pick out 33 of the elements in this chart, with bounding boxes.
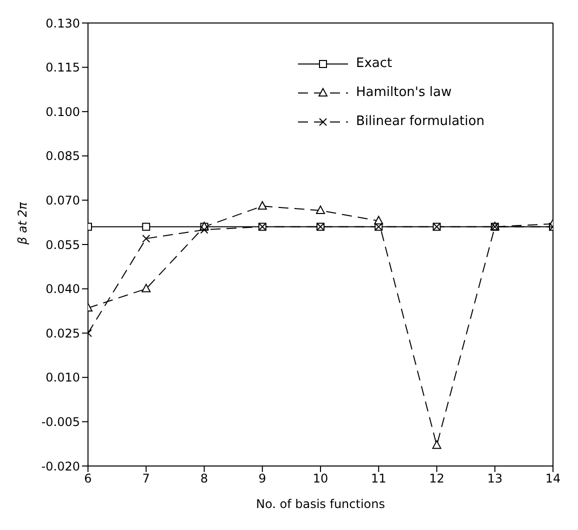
x-tick-label: 13 [487,472,503,486]
y-tick-label: 0.130 [46,16,80,30]
x-axis-title: No. of basis functions [256,497,386,511]
y-tick-label: 0.070 [46,193,80,208]
point [142,234,150,243]
legend-label: Exact [356,56,392,71]
y-axis-title: β at 2π [15,202,30,246]
x-tick-label: 6 [84,472,92,486]
y-tick-label: -0.005 [41,414,80,429]
point [316,206,325,214]
point [142,284,151,292]
legend-label: Hamilton's law [356,85,452,100]
point [258,201,267,210]
legend-label: Bilinear formulation [356,114,484,129]
y-tick-label: 0.115 [46,60,80,75]
x-tick-label: 11 [370,472,386,486]
point [142,222,150,231]
point [200,226,208,234]
y-tick-label: 0.010 [46,370,80,385]
x-tick-label: 7 [142,472,150,486]
x-tick-label: 9 [258,472,266,486]
y-tick-label: 0.040 [46,282,80,296]
y-tick-label: 0.025 [46,326,80,340]
y-tick-label: 0.055 [46,238,80,252]
y-tick-label: -0.020 [41,459,80,474]
y-tick-label: 0.100 [46,104,80,119]
x-tick-label: 10 [312,472,328,486]
y-tick-label: 0.085 [46,149,80,164]
x-tick-label: 14 [545,472,561,486]
x-tick-label: 12 [429,472,444,486]
point [374,216,384,224]
point [432,440,442,449]
x-tick-label: 8 [200,472,208,486]
